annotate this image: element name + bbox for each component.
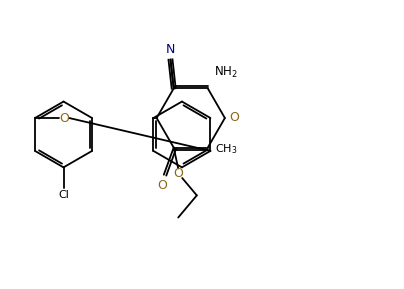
Text: O: O	[173, 167, 183, 180]
Text: O: O	[157, 179, 167, 192]
Text: O: O	[230, 111, 240, 124]
Text: Cl: Cl	[58, 190, 69, 200]
Text: O: O	[59, 112, 69, 125]
Text: NH$_2$: NH$_2$	[214, 64, 238, 80]
Text: N: N	[166, 42, 175, 55]
Text: CH$_3$: CH$_3$	[215, 143, 238, 156]
